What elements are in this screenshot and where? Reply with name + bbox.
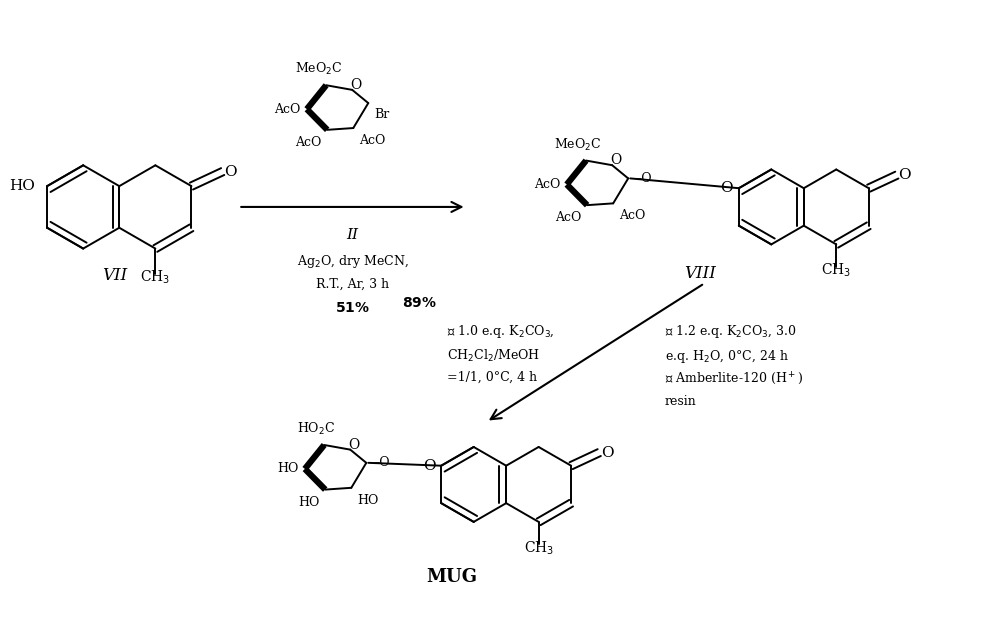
Text: AcO: AcO bbox=[275, 102, 301, 116]
Text: II: II bbox=[346, 228, 358, 242]
Text: O: O bbox=[224, 165, 237, 179]
Text: R.T., Ar, 3 h: R.T., Ar, 3 h bbox=[316, 278, 389, 291]
Text: HO: HO bbox=[298, 496, 319, 509]
Text: –O: –O bbox=[635, 172, 652, 185]
Text: CH$_3$: CH$_3$ bbox=[524, 540, 554, 557]
Text: MUG: MUG bbox=[426, 568, 477, 586]
Text: HO: HO bbox=[9, 179, 35, 193]
Text: CH$_2$Cl$_2$/MeOH: CH$_2$Cl$_2$/MeOH bbox=[447, 348, 540, 364]
Text: resin: resin bbox=[665, 395, 697, 408]
Text: HO$_2$C: HO$_2$C bbox=[297, 421, 335, 437]
Text: AcO: AcO bbox=[295, 136, 321, 149]
Text: HO: HO bbox=[357, 494, 379, 507]
Text: O: O bbox=[351, 78, 362, 92]
Text: O: O bbox=[601, 446, 613, 460]
Text: ① 1.0 e.q. K$_2$CO$_3$,: ① 1.0 e.q. K$_2$CO$_3$, bbox=[447, 323, 554, 340]
Text: VII: VII bbox=[102, 267, 127, 284]
Text: e.q. H$_2$O, 0°C, 24 h: e.q. H$_2$O, 0°C, 24 h bbox=[665, 348, 789, 365]
Text: AcO: AcO bbox=[555, 211, 581, 224]
Text: O: O bbox=[610, 153, 622, 167]
Text: ② 1.2 e.q. K$_2$CO$_3$, 3.0: ② 1.2 e.q. K$_2$CO$_3$, 3.0 bbox=[665, 323, 797, 340]
Text: –O: –O bbox=[373, 456, 390, 469]
Text: O: O bbox=[720, 181, 733, 195]
Text: CH$_3$: CH$_3$ bbox=[140, 269, 170, 286]
Text: O: O bbox=[898, 168, 911, 182]
Text: $\mathbf{51\%}$: $\mathbf{51\%}$ bbox=[335, 301, 370, 315]
Text: O: O bbox=[349, 438, 360, 451]
Text: Br: Br bbox=[374, 108, 389, 121]
Text: AcO: AcO bbox=[534, 178, 561, 191]
Text: O: O bbox=[423, 459, 435, 473]
Text: $\mathbf{89\%}$: $\mathbf{89\%}$ bbox=[402, 296, 437, 310]
Text: MeO$_2$C: MeO$_2$C bbox=[554, 137, 602, 153]
Text: HO: HO bbox=[278, 463, 299, 476]
Text: MeO$_2$C: MeO$_2$C bbox=[295, 61, 342, 77]
Text: CH$_3$: CH$_3$ bbox=[821, 262, 851, 279]
Text: ③ Amberlite-120 (H$^+$): ③ Amberlite-120 (H$^+$) bbox=[665, 371, 803, 387]
Text: =1/1, 0°C, 4 h: =1/1, 0°C, 4 h bbox=[447, 371, 537, 383]
Text: VIII: VIII bbox=[684, 265, 716, 282]
Text: AcO: AcO bbox=[619, 209, 646, 222]
Text: AcO: AcO bbox=[359, 134, 386, 147]
Text: Ag$_2$O, dry MeCN,: Ag$_2$O, dry MeCN, bbox=[297, 253, 408, 270]
